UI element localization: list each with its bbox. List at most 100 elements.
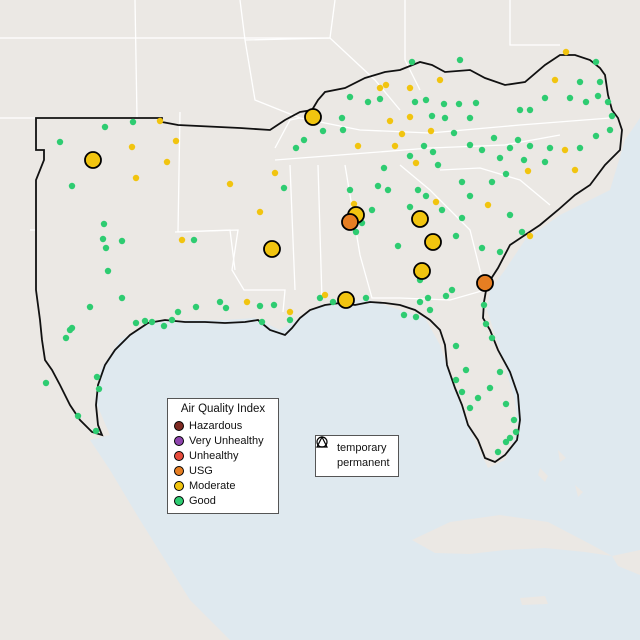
monitor-point[interactable] — [466, 141, 474, 149]
monitor-point[interactable] — [484, 201, 492, 209]
temporary-monitor-point[interactable] — [304, 108, 322, 126]
monitor-point[interactable] — [118, 237, 126, 245]
monitor-point[interactable] — [286, 308, 294, 316]
monitor-point[interactable] — [456, 56, 464, 64]
monitor-point[interactable] — [566, 94, 574, 102]
monitor-point[interactable] — [292, 144, 300, 152]
monitor-point[interactable] — [494, 448, 502, 456]
monitor-point[interactable] — [486, 384, 494, 392]
monitor-point[interactable] — [478, 244, 486, 252]
monitor-point[interactable] — [594, 92, 602, 100]
monitor-point[interactable] — [400, 311, 408, 319]
monitor-point[interactable] — [490, 134, 498, 142]
monitor-point[interactable] — [427, 127, 435, 135]
monitor-point[interactable] — [398, 130, 406, 138]
monitor-point[interactable] — [178, 236, 186, 244]
monitor-point[interactable] — [502, 170, 510, 178]
monitor-point[interactable] — [174, 308, 182, 316]
monitor-point[interactable] — [506, 211, 514, 219]
monitor-point[interactable] — [420, 142, 428, 150]
monitor-point[interactable] — [480, 301, 488, 309]
monitor-point[interactable] — [411, 98, 419, 106]
monitor-point[interactable] — [512, 428, 520, 436]
monitor-point[interactable] — [412, 313, 420, 321]
temporary-monitor-point[interactable] — [84, 151, 102, 169]
monitor-point[interactable] — [506, 144, 514, 152]
monitor-point[interactable] — [412, 159, 420, 167]
monitor-point[interactable] — [408, 58, 416, 66]
monitor-point[interactable] — [496, 154, 504, 162]
monitor-point[interactable] — [514, 136, 522, 144]
monitor-point[interactable] — [346, 93, 354, 101]
monitor-point[interactable] — [391, 142, 399, 150]
monitor-point[interactable] — [338, 114, 346, 122]
monitor-point[interactable] — [571, 166, 579, 174]
monitor-point[interactable] — [526, 106, 534, 114]
monitor-point[interactable] — [488, 178, 496, 186]
monitor-point[interactable] — [329, 298, 337, 306]
monitor-point[interactable] — [376, 84, 384, 92]
monitor-point[interactable] — [474, 394, 482, 402]
monitor-point[interactable] — [374, 182, 382, 190]
monitor-point[interactable] — [99, 235, 107, 243]
monitor-point[interactable] — [280, 184, 288, 192]
monitor-point[interactable] — [541, 158, 549, 166]
monitor-point[interactable] — [354, 142, 362, 150]
monitor-point[interactable] — [256, 302, 264, 310]
monitor-point[interactable] — [95, 385, 103, 393]
monitor-point[interactable] — [368, 206, 376, 214]
monitor-point[interactable] — [132, 174, 140, 182]
monitor-point[interactable] — [458, 388, 466, 396]
monitor-point[interactable] — [406, 152, 414, 160]
monitor-point[interactable] — [86, 303, 94, 311]
monitor-point[interactable] — [524, 167, 532, 175]
monitor-point[interactable] — [148, 318, 156, 326]
monitor-point[interactable] — [362, 294, 370, 302]
monitor-point[interactable] — [526, 232, 534, 240]
monitor-point[interactable] — [452, 342, 460, 350]
monitor-point[interactable] — [592, 58, 600, 66]
monitor-point[interactable] — [300, 136, 308, 144]
temporary-monitor-point[interactable] — [413, 262, 431, 280]
monitor-point[interactable] — [434, 161, 442, 169]
monitor-point[interactable] — [346, 186, 354, 194]
monitor-point[interactable] — [128, 143, 136, 151]
monitor-point[interactable] — [42, 379, 50, 387]
monitor-point[interactable] — [226, 180, 234, 188]
monitor-point[interactable] — [100, 220, 108, 228]
monitor-point[interactable] — [406, 113, 414, 121]
monitor-point[interactable] — [502, 438, 510, 446]
monitor-point[interactable] — [606, 126, 614, 134]
monitor-point[interactable] — [576, 78, 584, 86]
monitor-point[interactable] — [462, 366, 470, 374]
temporary-monitor-point[interactable] — [476, 274, 494, 292]
monitor-point[interactable] — [429, 148, 437, 156]
monitor-point[interactable] — [472, 99, 480, 107]
monitor-point[interactable] — [432, 198, 440, 206]
monitor-point[interactable] — [406, 84, 414, 92]
monitor-point[interactable] — [68, 182, 76, 190]
monitor-point[interactable] — [422, 192, 430, 200]
monitor-point[interactable] — [258, 318, 266, 326]
monitor-point[interactable] — [426, 306, 434, 314]
monitor-point[interactable] — [321, 291, 329, 299]
monitor-point[interactable] — [441, 114, 449, 122]
monitor-point[interactable] — [561, 146, 569, 154]
monitor-point[interactable] — [442, 292, 450, 300]
monitor-point[interactable] — [458, 178, 466, 186]
monitor-point[interactable] — [520, 156, 528, 164]
temporary-monitor-point[interactable] — [411, 210, 429, 228]
monitor-point[interactable] — [416, 298, 424, 306]
monitor-point[interactable] — [350, 200, 358, 208]
monitor-point[interactable] — [546, 144, 554, 152]
monitor-point[interactable] — [172, 137, 180, 145]
temporary-monitor-point[interactable] — [424, 233, 442, 251]
monitor-point[interactable] — [118, 294, 126, 302]
monitor-point[interactable] — [141, 317, 149, 325]
monitor-point[interactable] — [424, 294, 432, 302]
monitor-point[interactable] — [316, 294, 324, 302]
monitor-point[interactable] — [576, 144, 584, 152]
monitor-point[interactable] — [382, 81, 390, 89]
monitor-point[interactable] — [438, 206, 446, 214]
monitor-point[interactable] — [339, 126, 347, 134]
